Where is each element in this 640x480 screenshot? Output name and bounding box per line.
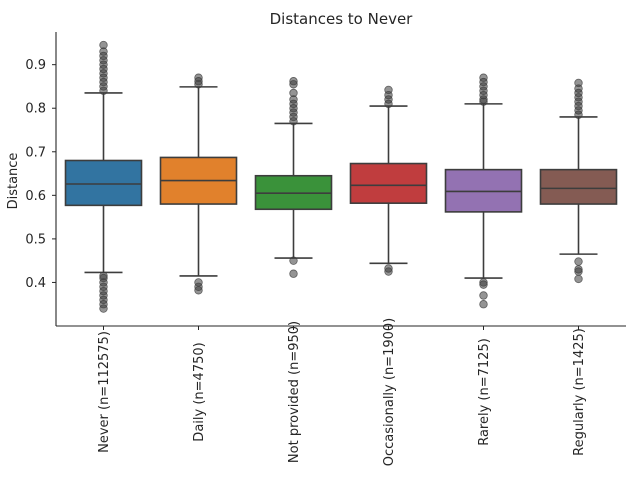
y-tick-label: 0.9 xyxy=(25,58,46,73)
outlier-point xyxy=(194,278,203,287)
box-iqr xyxy=(349,162,428,204)
outlier-point xyxy=(99,40,108,50)
plot-area: 0.4 0.5 0.6 0.7 0.8 0.9 Never (n=112575) Daily … xyxy=(25,32,626,466)
chart-title: Distances to Never xyxy=(270,10,414,28)
outlier-point xyxy=(99,271,108,281)
outlier-point xyxy=(384,85,393,95)
outlier-point xyxy=(479,73,488,82)
outlier-point xyxy=(479,300,488,309)
outlier-point xyxy=(194,73,203,82)
outlier-point xyxy=(384,264,393,273)
outlier-point xyxy=(574,78,583,88)
box-iqr xyxy=(64,159,143,207)
outlier-point xyxy=(479,291,488,300)
x-tick-label: Occasionally (n=1900) xyxy=(382,318,397,466)
outlier-point xyxy=(479,278,488,287)
outlier-point xyxy=(574,257,583,266)
x-tick-label: Daily (n=4750) xyxy=(192,342,207,441)
outlier-point xyxy=(289,269,298,278)
outlier-point xyxy=(289,88,298,98)
y-axis-title: Distance xyxy=(6,153,21,210)
y-tick-label: 0.4 xyxy=(25,276,46,291)
y-tick-label: 0.5 xyxy=(25,232,46,247)
y-tick-label: 0.8 xyxy=(25,102,46,117)
x-tick-label: Rarely (n=7125) xyxy=(477,338,492,446)
box-iqr xyxy=(539,168,618,205)
x-tick-label: Never (n=112575) xyxy=(97,331,112,453)
y-tick-label: 0.7 xyxy=(25,145,46,160)
outlier-point xyxy=(574,274,583,284)
x-tick-label: Regularly (n=1425) xyxy=(572,328,587,456)
outlier-point xyxy=(574,265,583,274)
y-tick-label: 0.6 xyxy=(25,189,46,204)
x-tick-label: Not provided (n=950) xyxy=(287,321,302,463)
outlier-point xyxy=(289,77,298,86)
